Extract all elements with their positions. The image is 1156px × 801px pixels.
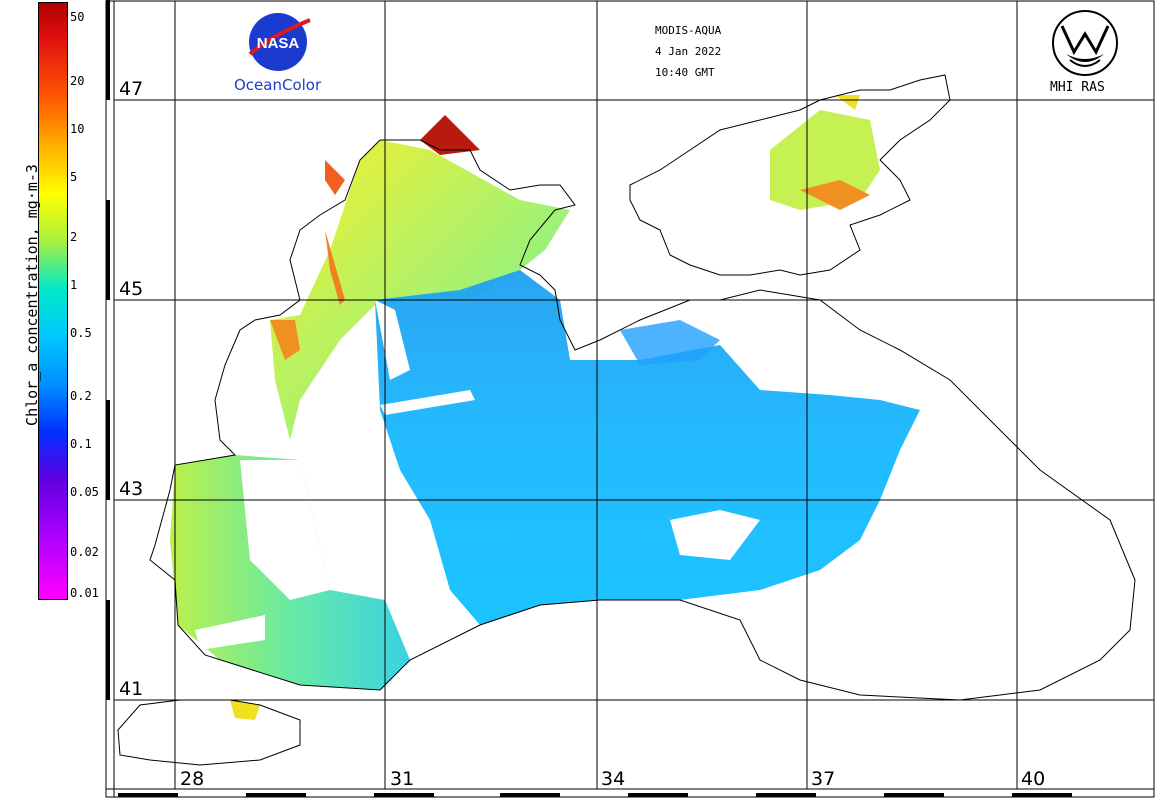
colorbar-tick: 10 — [70, 122, 85, 136]
chlorophyll-field — [170, 95, 920, 720]
colorbar-tick: 1 — [70, 278, 78, 292]
colorbar-tick: 2 — [70, 230, 78, 244]
bottom-scale-bar — [118, 793, 1072, 797]
longitude-label: 34 — [601, 768, 626, 790]
colorbar-tick: 50 — [70, 10, 85, 24]
date-label: 4 Jan 2022 — [655, 45, 722, 58]
colorbar-tick: 0.5 — [70, 326, 92, 340]
graticule — [114, 1, 1154, 789]
time-label: 10:40 GMT — [655, 66, 715, 79]
colorbar-tick: 0.02 — [70, 545, 99, 559]
longitude-label: 37 — [811, 768, 836, 790]
mhi-logo — [1052, 10, 1118, 76]
colorbar-tick: 20 — [70, 74, 85, 88]
colorbar-tick: 0.2 — [70, 389, 92, 403]
longitude-label: 31 — [390, 768, 415, 790]
map — [105, 0, 1155, 798]
nasa-wordmark: NASA — [257, 35, 300, 52]
nasa-caption: OceanColor — [234, 76, 322, 94]
left-scale-bar — [106, 0, 110, 700]
colorbar-tick: 0.01 — [70, 586, 99, 600]
nasa-logo: NASA — [248, 13, 311, 71]
colorbar — [38, 2, 68, 600]
mhi-caption: MHI RAS — [1050, 80, 1105, 95]
colorbar-title: Chlor_a concentration, mg·m-3 — [23, 164, 41, 426]
sensor-label: MODIS-AQUA — [655, 24, 722, 37]
latitude-label: 41 — [119, 678, 144, 700]
colorbar-tick: 5 — [70, 170, 78, 184]
longitude-label: 28 — [180, 768, 205, 790]
latitude-label: 47 — [119, 78, 144, 100]
latitude-label: 45 — [119, 278, 144, 300]
longitude-label: 40 — [1021, 768, 1046, 790]
colorbar-tick: 0.05 — [70, 485, 99, 499]
colorbar-tick: 0.1 — [70, 437, 92, 451]
latitude-label: 43 — [119, 478, 144, 500]
